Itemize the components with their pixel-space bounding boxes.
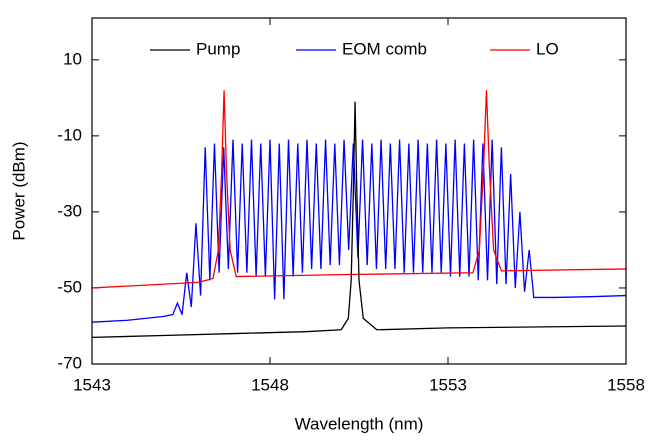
x-tick-label: 1548 [251,375,289,394]
legend-label: EOM comb [342,39,427,58]
series-line [91,101,627,339]
legend-label: Pump [196,39,240,58]
x-tick-label: 1553 [429,375,467,394]
y-tick-label: -30 [57,201,82,220]
y-tick-label: -10 [57,125,82,144]
series-line [91,139,627,323]
legend-label: LO [536,39,559,58]
y-axis-label: Power (dBm) [9,141,28,240]
x-tick-label: 1558 [607,375,645,394]
y-tick-label: 10 [63,49,82,68]
x-tick-label: 1543 [73,375,111,394]
y-tick-label: -70 [57,353,82,372]
x-axis-label: Wavelength (nm) [295,414,424,433]
plot-frame [91,17,627,365]
y-tick-label: -50 [57,277,82,296]
series-line [91,90,627,289]
